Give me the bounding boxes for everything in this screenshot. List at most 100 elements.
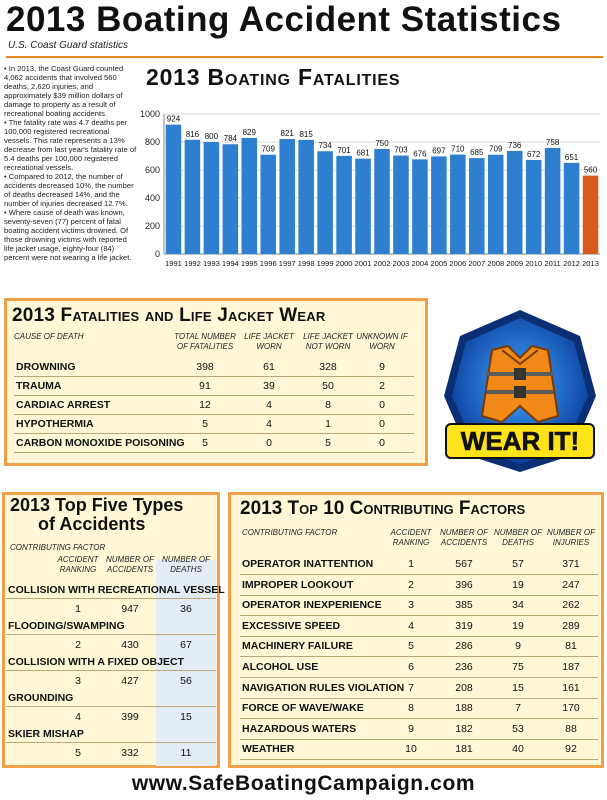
bar-value-label: 829 xyxy=(243,128,257,137)
y-tick-label: 200 xyxy=(145,221,160,231)
acc-col-header-accidents: NUMBER OF ACCIDENTS xyxy=(106,555,154,574)
row-divider xyxy=(240,574,598,575)
footer-website-link[interactable]: www.SafeBoatingCampaign.com xyxy=(131,772,476,795)
bar xyxy=(222,144,239,254)
bar xyxy=(525,159,542,254)
bar-value-label: 734 xyxy=(318,141,332,150)
factor-label: OPERATOR INATTENTION xyxy=(242,558,374,570)
col-header-unknown: UNKNOWN IF WORN xyxy=(356,332,408,351)
factor-rank-value: 2 xyxy=(408,579,414,591)
factor-rank-value: 9 xyxy=(408,723,414,735)
factor-deaths-value: 19 xyxy=(512,620,524,632)
factor-label: FORCE OF WAVE/WAKE xyxy=(242,702,364,714)
worn-value: 0 xyxy=(266,437,272,449)
factor-accidents-value: 182 xyxy=(455,723,473,735)
cause-of-death-label: CARBON MONOXIDE POISONING xyxy=(16,437,185,449)
title-divider xyxy=(6,56,603,58)
acc-col-header-rank: ACCIDENT RANKING xyxy=(57,555,99,574)
factor-accidents-value: 208 xyxy=(455,682,473,694)
bar-value-label: 736 xyxy=(508,141,522,150)
factor-injuries-value: 161 xyxy=(562,682,580,694)
accident-rank-value: 4 xyxy=(75,711,81,723)
y-tick-label: 1000 xyxy=(140,109,160,119)
x-tick-label: 1997 xyxy=(279,259,296,268)
total-fatalities-value: 91 xyxy=(199,380,211,392)
y-tick-label: 800 xyxy=(145,137,160,147)
total-fatalities-value: 12 xyxy=(199,399,211,411)
factor-label: OPERATOR INEXPERIENCE xyxy=(242,599,382,611)
accident-type-label: SKIER MISHAP xyxy=(8,728,84,740)
total-fatalities-value: 5 xyxy=(202,437,208,449)
factor-deaths-value: 7 xyxy=(515,702,521,714)
intro-paragraph: • Where cause of death was known, sevent… xyxy=(4,208,132,262)
cause-of-death-label: HYPOTHERMIA xyxy=(16,418,94,430)
y-tick-label: 600 xyxy=(145,165,160,175)
bar xyxy=(544,147,561,254)
deaths-column-shade xyxy=(156,560,216,766)
cause-of-death-label: TRAUMA xyxy=(16,380,62,392)
x-tick-label: 2000 xyxy=(336,259,353,268)
bar xyxy=(450,154,466,254)
contributing-factors-title: 2013 Top 10 Contributing Factors xyxy=(240,498,526,519)
factor-injuries-value: 88 xyxy=(565,723,577,735)
factor-injuries-value: 170 xyxy=(562,702,580,714)
row-divider xyxy=(6,742,216,743)
fac-col-header-accidents: NUMBER OF ACCIDENTS xyxy=(440,528,488,547)
not-worn-value: 50 xyxy=(322,380,334,392)
bar xyxy=(317,151,333,254)
worn-value: 4 xyxy=(266,418,272,430)
contributing-factors-panel xyxy=(228,492,604,768)
x-tick-label: 2011 xyxy=(544,259,560,268)
cause-of-death-label: CARDIAC ARREST xyxy=(16,399,111,411)
factor-deaths-value: 9 xyxy=(515,640,521,652)
x-tick-label: 1996 xyxy=(260,259,277,268)
factor-label: HAZARDOUS WATERS xyxy=(242,723,357,735)
wear-it-life-jacket-icon: WEAR IT! xyxy=(444,310,596,472)
not-worn-value: 8 xyxy=(325,399,331,411)
row-divider xyxy=(240,698,598,699)
unknown-value: 0 xyxy=(379,437,385,449)
fac-col-header-rank: ACCIDENT RANKING xyxy=(390,528,432,547)
factor-label: IMPROPER LOOKOUT xyxy=(242,579,354,591)
factor-deaths-value: 19 xyxy=(512,579,524,591)
row-divider xyxy=(14,414,414,415)
bar-value-label: 697 xyxy=(432,146,446,155)
bar-value-label: 800 xyxy=(205,132,219,141)
factor-accidents-value: 567 xyxy=(455,558,473,570)
factor-label: ALCOHOL USE xyxy=(242,661,319,673)
row-divider xyxy=(6,670,216,671)
row-divider xyxy=(240,739,598,740)
accident-rank-value: 5 xyxy=(75,747,81,759)
bar-value-label: 924 xyxy=(167,115,181,124)
row-divider xyxy=(240,636,598,637)
accident-deaths-value: 67 xyxy=(180,639,192,651)
factor-deaths-value: 57 xyxy=(512,558,524,570)
accident-count-value: 430 xyxy=(121,639,139,651)
bar xyxy=(469,158,485,254)
col-header-total: TOTAL NUMBER OF FATALITIES xyxy=(174,332,236,351)
x-tick-label: 2009 xyxy=(506,259,523,268)
x-tick-label: 1993 xyxy=(203,259,220,268)
bar-value-label: 703 xyxy=(394,146,408,155)
factor-injuries-value: 187 xyxy=(562,661,580,673)
row-divider xyxy=(240,677,598,678)
x-tick-label: 2005 xyxy=(430,259,447,268)
bar xyxy=(241,137,258,254)
bar xyxy=(298,139,314,254)
acc-col-header-factor: CONTRIBUTING FACTOR xyxy=(10,543,106,552)
row-divider xyxy=(14,452,414,453)
factor-deaths-value: 15 xyxy=(512,682,524,694)
bar xyxy=(582,175,599,254)
bar-value-label: 750 xyxy=(375,139,389,148)
accident-rank-value: 2 xyxy=(75,639,81,651)
factor-injuries-value: 247 xyxy=(562,579,580,591)
intro-paragraph: • In 2013, the Coast Guard counted 4,062… xyxy=(4,64,124,118)
factor-deaths-value: 34 xyxy=(512,599,524,611)
x-tick-label: 2007 xyxy=(468,259,485,268)
bar xyxy=(184,139,201,254)
factor-deaths-value: 75 xyxy=(512,661,524,673)
factor-injuries-value: 289 xyxy=(562,620,580,632)
row-divider xyxy=(240,615,598,616)
accident-deaths-value: 11 xyxy=(180,747,192,759)
accident-type-label: FLOODING/SWAMPING xyxy=(8,620,125,632)
